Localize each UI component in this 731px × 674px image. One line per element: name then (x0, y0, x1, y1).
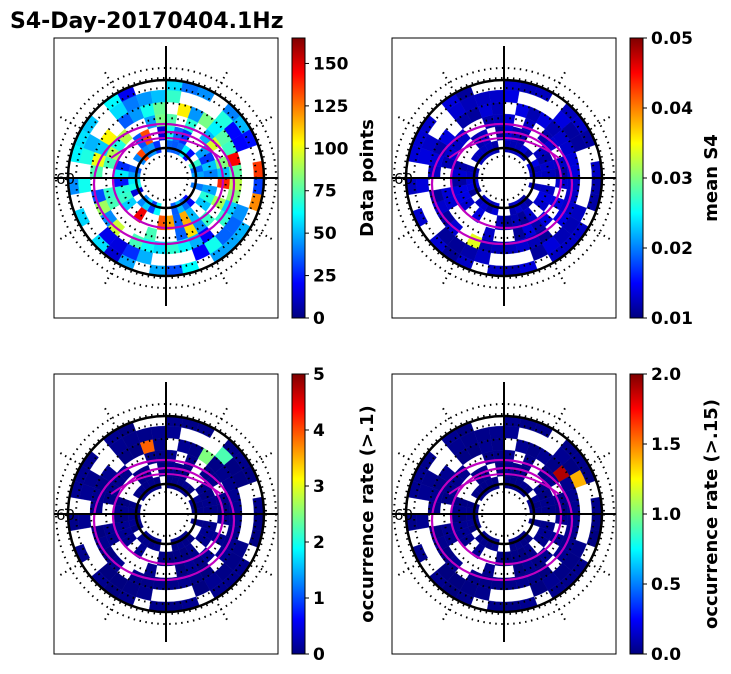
colorbar-tick-label: 4 (313, 421, 325, 441)
heatmap-cell (532, 532, 550, 548)
heatmap-cell (488, 425, 505, 440)
colorbar-tick-label: 0.01 (651, 309, 693, 329)
panel-bottom-right: 60 0.0 0.5 1.0 1.5 2.0 occurrence rate (>.15) (391, 365, 722, 665)
heatmap-cell (454, 128, 471, 145)
heatmap-cell (182, 148, 196, 162)
colorbar (291, 37, 306, 319)
contour-inner (449, 466, 563, 566)
latitude-label: 60 (56, 506, 75, 524)
colorbar-tick-label: 1.5 (651, 435, 681, 455)
colorbar-tick-label: 0.0 (651, 645, 681, 665)
colorbar-tick-label: 0.04 (651, 99, 693, 119)
heatmap-cell (136, 530, 150, 544)
colorbar-tick-label: 25 (313, 267, 337, 287)
contour-outer (92, 122, 236, 246)
colorbar-tick-label: 0.03 (651, 169, 693, 189)
heatmap-cell (152, 140, 162, 154)
heatmap-cell (152, 437, 167, 452)
heatmap-cell (503, 425, 520, 440)
colorbar (629, 373, 644, 655)
colorbar (291, 373, 306, 655)
heatmap-cell (165, 425, 182, 440)
latitude-label: 60 (56, 170, 75, 188)
heatmap-cell (520, 484, 534, 498)
latitude-label: 60 (394, 506, 413, 524)
colorbar-tick-label: 0 (313, 309, 325, 329)
heatmap-cell (139, 464, 154, 482)
colorbar-label: occurrence rate (>.1) (357, 405, 378, 622)
heatmap-cells (67, 415, 265, 613)
heatmap-cell (454, 464, 471, 481)
heatmap-cell (520, 148, 534, 162)
colorbar-tick-label: 150 (313, 54, 349, 74)
colorbar (629, 37, 644, 319)
heatmap-cell (490, 140, 500, 154)
heatmap-cell (474, 194, 488, 208)
contour-inner (111, 130, 225, 230)
contour-outer (430, 122, 574, 246)
latitude-label: 60 (394, 170, 413, 188)
heatmap-cell (194, 532, 212, 548)
heatmap-cell (415, 513, 430, 530)
heatmap-cell (474, 530, 488, 544)
contour-inner (111, 466, 225, 566)
heatmap-cell (477, 128, 492, 146)
colorbar-label: occurrence rate (>.15) (701, 399, 722, 629)
contour-outer (92, 458, 236, 582)
heatmap-cell (150, 425, 167, 440)
colorbar-tick-label: 50 (313, 224, 337, 244)
panel-top-left: 60 0 25 50 75 100 125 150 Data points (53, 37, 378, 329)
contour-inner (449, 130, 563, 230)
heatmap-cell (116, 464, 133, 481)
heatmap-cell (165, 89, 182, 104)
heatmap-cells (405, 79, 603, 277)
colorbar-tick-label: 2 (313, 533, 325, 553)
colorbar-tick-label: 125 (313, 97, 349, 117)
contour-outer (430, 458, 574, 582)
colorbar-tick-label: 0 (313, 645, 325, 665)
heatmap-cell (488, 89, 505, 104)
heatmap-cell (503, 89, 520, 104)
heatmap-cell (77, 513, 92, 530)
colorbar-tick-label: 3 (313, 477, 325, 497)
heatmap-cell (490, 476, 500, 490)
heatmap-cell (415, 177, 430, 194)
colorbar-label: Data points (357, 119, 378, 237)
heatmap-cell (182, 484, 196, 498)
colorbar-tick-label: 0.05 (651, 29, 693, 49)
heatmap-cell (532, 196, 550, 212)
heatmap-cell (152, 101, 167, 116)
heatmap-cell (477, 464, 492, 482)
colorbar-tick-label: 100 (313, 139, 349, 159)
heatmap-cell (139, 128, 154, 146)
colorbar-tick-label: 2.0 (651, 365, 681, 385)
colorbar-tick-label: 5 (313, 365, 325, 385)
figure-title: S4-Day-20170404.1Hz (10, 9, 284, 34)
colorbar-tick-label: 0.02 (651, 239, 693, 259)
panel-bottom-left: 60 0 1 2 3 4 5 occurrence rate (>.1) (53, 365, 378, 665)
heatmap-cell (152, 476, 162, 490)
heatmap-cell (77, 177, 92, 194)
heatmap-cell (194, 196, 212, 212)
colorbar-tick-label: 75 (313, 182, 337, 202)
colorbar-tick-label: 1 (313, 589, 325, 609)
heatmap-cell (490, 101, 505, 116)
heatmap-cell (150, 89, 167, 104)
heatmap-cell (136, 194, 150, 208)
colorbar-label: mean S4 (701, 134, 722, 222)
heatmap-cell (490, 437, 505, 452)
heatmap-cell (116, 128, 133, 145)
panel-top-right: 60 0.01 0.02 0.03 0.04 0.05 mean S4 (391, 29, 722, 329)
colorbar-tick-label: 1.0 (651, 505, 681, 525)
colorbar-tick-label: 0.5 (651, 575, 681, 595)
